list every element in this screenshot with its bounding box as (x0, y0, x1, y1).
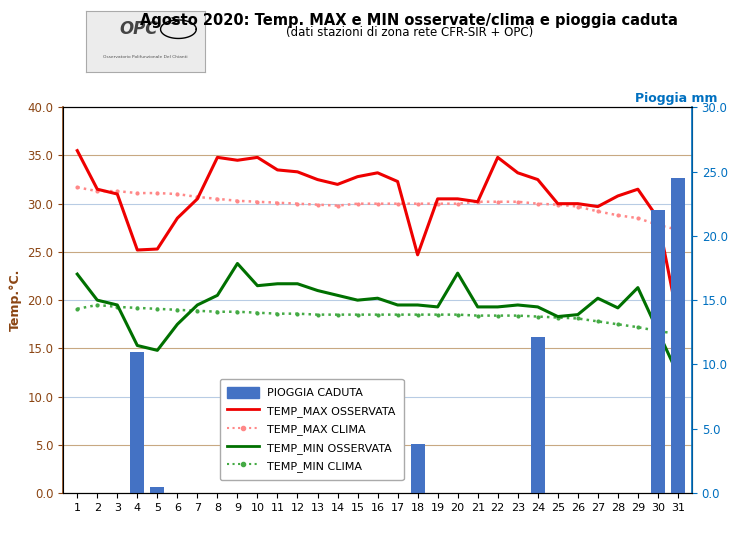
Y-axis label: Temp.°C.: Temp.°C. (9, 269, 22, 331)
Bar (530, 338, 545, 493)
Bar (130, 352, 144, 493)
Bar (671, 178, 685, 493)
Text: Osservatorio Polifunzionale Del Chianti: Osservatorio Polifunzionale Del Chianti (103, 55, 187, 59)
Text: Pioggia mm: Pioggia mm (635, 92, 718, 105)
Text: Agosto 2020: Temp. MAX e MIN osservate/clima e pioggia caduta: Agosto 2020: Temp. MAX e MIN osservate/c… (141, 13, 678, 28)
Bar (150, 487, 164, 493)
Text: (dati stazioni di zona rete CFR-SIR + OPC): (dati stazioni di zona rete CFR-SIR + OP… (286, 26, 533, 39)
Legend: PIOGGIA CADUTA, TEMP_MAX OSSERVATA, TEMP_MAX CLIMA, TEMP_MIN OSSERVATA, TEMP_MIN: PIOGGIA CADUTA, TEMP_MAX OSSERVATA, TEMP… (219, 379, 403, 480)
Bar (411, 444, 425, 493)
Bar (651, 210, 665, 493)
Text: OPC: OPC (120, 20, 158, 38)
